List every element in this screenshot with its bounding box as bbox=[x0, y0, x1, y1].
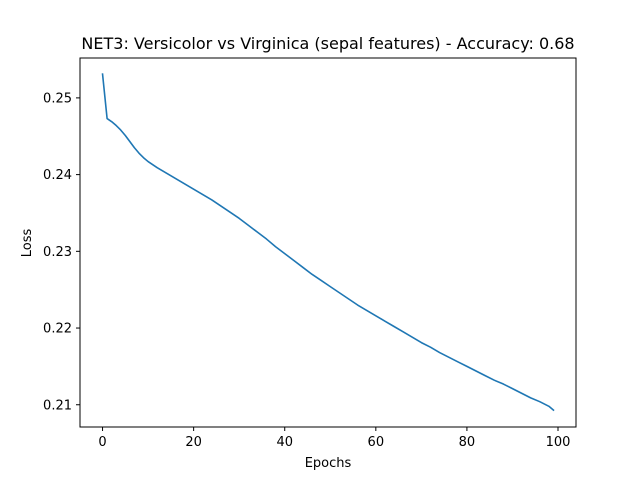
series-line-0 bbox=[101, 73, 555, 412]
y-tick-label: 0.25 bbox=[43, 91, 72, 106]
series-layer bbox=[101, 73, 555, 412]
x-tick-label: 80 bbox=[459, 435, 476, 450]
axes-frame bbox=[79, 57, 577, 428]
plot-area bbox=[79, 57, 577, 428]
y-tick-label: 0.21 bbox=[43, 398, 72, 413]
x-axis-label: Epochs bbox=[305, 456, 352, 471]
x-tick-label: 40 bbox=[276, 435, 293, 450]
y-tick-label: 0.22 bbox=[43, 322, 72, 337]
y-tick-label: 0.24 bbox=[43, 168, 72, 183]
x-axis: 0 20 40 60 80 100 bbox=[98, 427, 570, 450]
y-axis: 0.21 0.22 0.23 0.24 0.25 bbox=[43, 91, 80, 413]
x-tick-label: 0 bbox=[98, 435, 106, 450]
x-tick-label: 60 bbox=[368, 435, 385, 450]
chart-title: NET3: Versicolor vs Virginica (sepal fea… bbox=[81, 34, 574, 53]
y-tick-label: 0.23 bbox=[43, 245, 72, 260]
x-tick-label: 20 bbox=[185, 435, 202, 450]
x-tick-label: 100 bbox=[546, 435, 571, 450]
y-axis-label: Loss bbox=[20, 229, 35, 258]
